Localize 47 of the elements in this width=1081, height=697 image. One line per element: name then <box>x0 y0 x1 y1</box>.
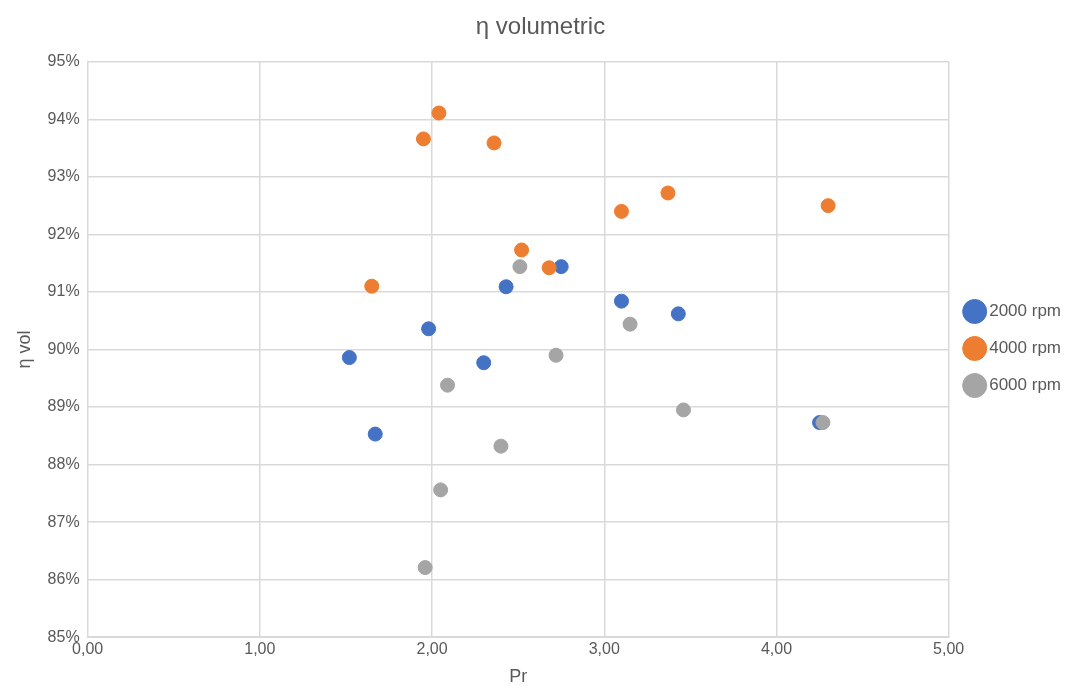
point <box>660 185 676 201</box>
point <box>486 135 502 151</box>
y-tick-label: 91% <box>47 282 80 300</box>
point <box>622 316 638 332</box>
point <box>341 350 357 366</box>
legend-label: 2000 rpm <box>989 301 1062 321</box>
point <box>431 105 447 121</box>
point <box>415 131 431 147</box>
point <box>548 347 564 363</box>
x-tick-label: 5,00 <box>933 640 965 658</box>
x-tick-label: 4,00 <box>760 640 793 658</box>
x-tick-label: 3,00 <box>588 640 620 658</box>
point <box>417 560 433 576</box>
point <box>421 321 437 337</box>
y-tick-label: 89% <box>47 397 80 415</box>
point <box>440 377 456 393</box>
x-tick-label: 1,00 <box>244 640 276 658</box>
y-tick-label: 93% <box>47 167 80 185</box>
point <box>476 355 492 371</box>
legend-label: 4000 rpm <box>989 338 1062 358</box>
y-tick-label: 90% <box>47 339 80 357</box>
point <box>675 402 691 418</box>
point <box>367 426 383 442</box>
y-tick-label: 95% <box>47 52 80 70</box>
x-axis-title: Pr <box>509 666 528 687</box>
point <box>433 482 449 498</box>
x-tick-label: 0,00 <box>72 640 104 658</box>
y-tick-label: 92% <box>47 224 80 242</box>
point <box>613 293 629 309</box>
y-axis-title: η vol <box>13 330 34 369</box>
y-tick-label: 86% <box>47 570 80 588</box>
point <box>613 203 629 219</box>
chart-title: η volumetric <box>475 12 606 40</box>
point <box>512 259 528 275</box>
x-tick-label: 2,00 <box>416 640 448 658</box>
y-tick-label: 94% <box>47 109 80 127</box>
point <box>493 438 509 454</box>
legend-label: 6000 rpm <box>989 375 1062 395</box>
point <box>364 278 380 294</box>
point <box>514 242 530 258</box>
point <box>553 259 569 275</box>
point <box>820 198 836 214</box>
point <box>498 279 514 295</box>
point <box>670 306 686 322</box>
point <box>541 260 557 276</box>
y-tick-label: 87% <box>47 512 80 530</box>
y-tick-label: 88% <box>47 454 80 472</box>
